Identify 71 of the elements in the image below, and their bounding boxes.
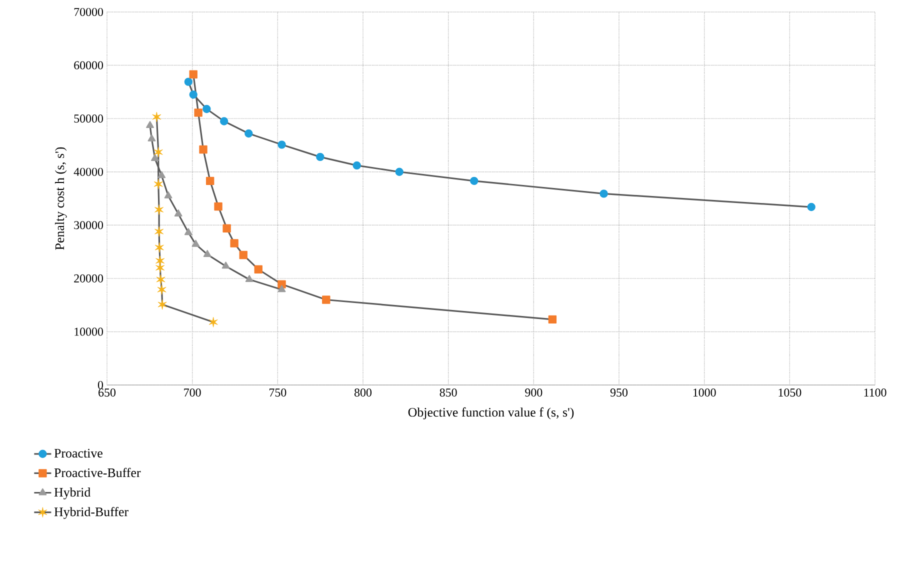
point <box>189 70 198 78</box>
point <box>222 262 230 269</box>
point <box>206 176 214 186</box>
point <box>352 161 361 170</box>
point <box>220 117 228 126</box>
point <box>245 274 254 282</box>
legend-label: Hybrid-Buffer <box>54 506 128 519</box>
x-tick-label: 800 <box>354 388 372 397</box>
point <box>192 240 200 247</box>
point <box>146 121 154 128</box>
point <box>548 315 557 324</box>
y-axis-title: Penalty cost h (s, s') <box>54 147 67 250</box>
x-tick-label: 1100 <box>864 388 886 397</box>
point <box>239 250 248 260</box>
point <box>199 145 208 154</box>
point <box>158 299 167 310</box>
point <box>174 209 182 216</box>
point <box>156 262 165 273</box>
point <box>156 274 166 285</box>
point <box>152 112 162 122</box>
point <box>158 171 166 178</box>
y-tick-label: 10000 <box>74 328 104 336</box>
x-tick-label: 650 <box>98 388 116 397</box>
x-tick-label: 850 <box>440 388 457 397</box>
point <box>184 228 192 236</box>
point <box>157 284 166 295</box>
point <box>807 202 816 212</box>
point <box>194 108 202 117</box>
y-tick-label: 20000 <box>74 274 104 282</box>
point <box>322 296 330 304</box>
x-tick-label: 750 <box>269 388 286 397</box>
y-tick-label: 60000 <box>74 61 104 70</box>
y-tick-label: 50000 <box>74 114 104 123</box>
point <box>316 152 324 162</box>
point <box>222 224 231 232</box>
point <box>164 191 172 198</box>
point <box>154 178 163 190</box>
point <box>278 140 286 149</box>
y-tick-label: 40000 <box>74 168 104 176</box>
x-tick-label: 1050 <box>778 388 802 397</box>
point <box>154 204 164 215</box>
point <box>154 242 164 253</box>
y-tick-label: 0 <box>98 380 104 390</box>
point <box>202 104 211 114</box>
point <box>214 202 222 211</box>
point <box>189 90 198 99</box>
point <box>278 285 286 292</box>
point <box>154 146 163 158</box>
point <box>244 129 253 138</box>
point <box>203 250 212 257</box>
x-tick-label: 700 <box>184 388 201 397</box>
legend-label: Proactive <box>54 448 102 458</box>
point <box>154 226 164 237</box>
x-tick-label: 950 <box>610 388 628 397</box>
point <box>156 256 165 266</box>
point <box>184 78 193 86</box>
point <box>230 239 238 248</box>
point <box>148 134 156 142</box>
y-tick-label: 30000 <box>74 221 104 230</box>
point <box>470 176 478 186</box>
x-axis-title: Objective function value f (s, s') <box>408 407 574 420</box>
point <box>208 316 218 328</box>
x-tick-label: 900 <box>525 388 542 397</box>
x-tick-label: 1000 <box>693 388 716 397</box>
y-tick-label: 70000 <box>74 8 104 16</box>
point <box>600 190 608 198</box>
legend-label: Proactive-Buffer <box>54 468 141 478</box>
legend-label: Hybrid <box>54 488 91 500</box>
point <box>254 265 262 274</box>
point <box>150 154 159 162</box>
point <box>395 168 404 176</box>
